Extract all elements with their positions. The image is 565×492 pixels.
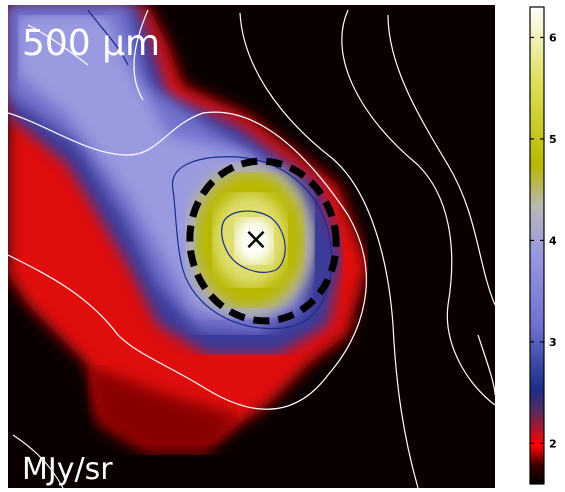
contour-white-1 [8,111,367,410]
unit-label: MJy/sr [22,452,113,487]
contour-white-6 [477,334,495,396]
contour-white-7 [12,434,64,488]
colorbar-tick-label: 6 [549,31,557,44]
contour-blue-2 [221,210,286,273]
contour-blue-3 [87,9,129,66]
colorbar-svg: 2 3 4 5 6 [529,6,557,485]
emission-peak [234,217,274,265]
colorbar-tick-label: 5 [549,133,557,146]
contour-white-3 [239,12,419,488]
colorbar-ticks: 2 3 4 5 6 [530,31,557,450]
colorbar-gradient [529,6,545,485]
contour-white-4 [341,9,495,406]
emission-halo-lower [88,365,238,455]
colorbar-tick-label: 2 [549,437,557,450]
aperture-dashed-ellipse [186,157,340,325]
peak-marker: × [243,222,268,257]
contour-blue-1 [171,156,332,330]
contour-white-5 [387,14,495,306]
contour-white-2 [133,9,149,101]
colorbar: 2 3 4 5 6 [496,0,565,492]
colorbar-tick-label: 4 [549,234,557,247]
colorbar-tick-label: 3 [549,336,557,349]
emission-map-svg: × 500 µm MJy/sr [8,5,495,488]
wavelength-label: 500 µm [22,23,160,64]
contour-white-8 [27,24,89,66]
emission-map: × 500 µm MJy/sr [8,5,495,488]
